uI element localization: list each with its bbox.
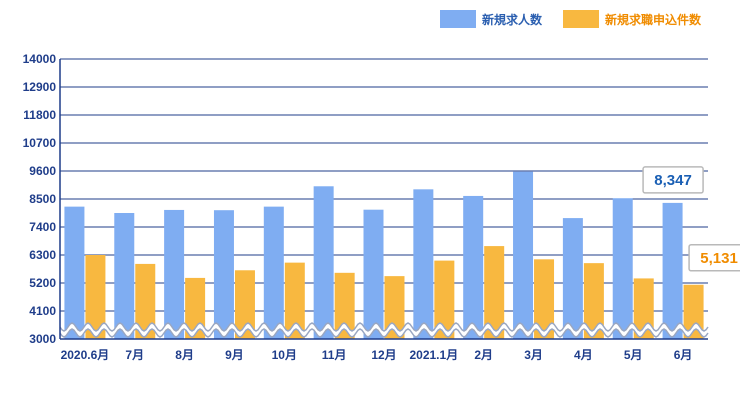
axis-break-line [59,322,709,332]
y-tick-label: 9600 [29,164,56,178]
x-tick-label: 4月 [574,348,593,362]
axis-break [59,322,709,338]
callout: 5,131 [688,244,740,272]
x-tick-label: 7月 [125,348,144,362]
legend-swatch [563,10,599,28]
y-tick-label: 5200 [29,276,56,290]
bar [114,213,135,339]
bar [213,210,234,339]
x-tick-labels: 2020.6月 7月 8月 9月 10月 11月 12月 2021.1月 2月 3月 4月 5月 6月 [61,348,693,362]
y-tick-label: 3000 [29,332,56,346]
callout-label: 8,347 [654,172,692,189]
y-tick-labels: 3000 4100 5200 6300 7400 8500 9600 10700 11800 12… [23,52,57,346]
bar [534,259,555,339]
callout: 8,347 [642,166,704,194]
x-tick-label: 5月 [624,348,643,362]
axis-break-band [60,323,708,337]
bar [484,246,505,339]
bar [384,276,405,339]
legend: 新規求人数 新規求職申込件数 [440,10,702,28]
x-tick-label: 2月 [474,348,493,362]
x-tick-label: 11月 [322,348,347,362]
gridlines [60,58,708,312]
bar [313,186,334,339]
y-tick-label: 4100 [29,304,56,318]
bar [662,202,683,339]
bar [135,263,156,339]
bar [463,195,484,339]
bar [284,262,305,339]
callout-box [642,166,704,194]
bar [234,270,255,339]
bar [434,260,455,339]
bars [64,171,704,339]
bar [64,206,85,339]
x-tick-label: 9月 [225,348,244,362]
legend-swatch [440,10,476,28]
y-tick-label: 10700 [23,136,57,150]
x-tick-label: 8月 [175,348,194,362]
bar [562,218,583,339]
x-tick-label: 3月 [524,348,543,362]
bar [164,209,185,339]
y-tick-label: 14000 [23,52,57,66]
bar [583,263,604,339]
bar [413,189,434,339]
y-tick-label: 7400 [29,220,56,234]
axes [59,59,708,340]
bar [85,255,106,339]
bar [612,198,633,339]
bar [513,171,534,339]
callout-label: 5,131 [700,250,738,267]
y-tick-label: 8500 [29,192,56,206]
callout-box [688,244,740,272]
y-tick-label: 11800 [23,108,56,122]
axis-break-line [59,328,709,338]
legend-label: 新規求人数 [482,12,543,27]
y-tick-label: 12900 [23,80,57,94]
x-tick-label: 2020.6月 [61,348,110,362]
bar [263,206,284,339]
bar [363,209,384,339]
x-tick-label: 2021.1月 [409,348,458,362]
bar [334,272,355,339]
y-tick-label: 6300 [29,248,56,262]
x-tick-label: 12月 [371,348,396,362]
legend-label: 新規求職申込件数 [605,12,702,27]
x-tick-label: 10月 [272,348,297,362]
callouts: 8,347 5,131 [642,166,740,272]
x-tick-label: 6月 [674,348,693,362]
